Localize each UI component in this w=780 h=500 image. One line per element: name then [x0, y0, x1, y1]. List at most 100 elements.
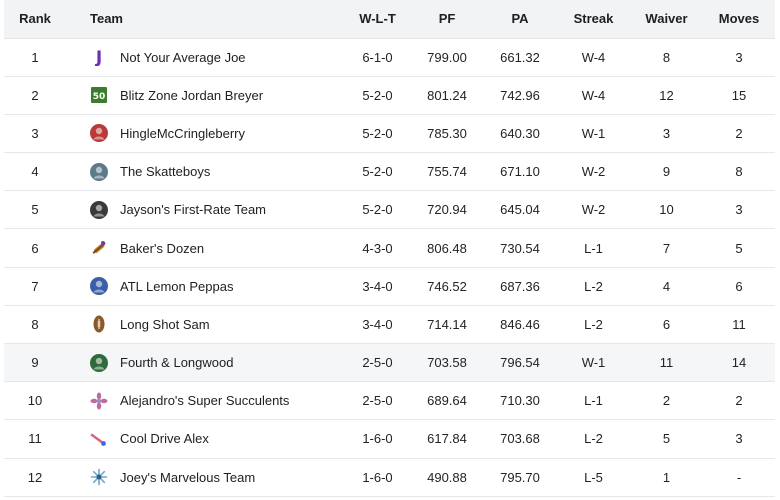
team-name-link[interactable]: The Skatteboys [120, 164, 211, 180]
streak-cell: W-1 [581, 125, 606, 141]
streak-cell: W-2 [581, 202, 606, 218]
avatar-photo-icon [90, 124, 108, 143]
team-name-link[interactable]: HingleMcCringleberry [120, 125, 245, 141]
rank-cell: 1 [31, 49, 39, 65]
team-entry[interactable]: HingleMcCringleberry [90, 124, 344, 143]
team-entry[interactable]: Fourth & Longwood [90, 353, 344, 372]
table-row[interactable]: 11 Cool Drive Alex 1-6-0 617.84 703.68 L-2 5 3 [4, 420, 775, 459]
wlt-cell: 3-4-0 [362, 316, 393, 332]
rank-cell: 9 [31, 355, 39, 371]
wlt-cell: 1-6-0 [362, 469, 393, 485]
pa-cell: 703.68 [500, 431, 540, 447]
pf-cell: 806.48 [427, 240, 467, 256]
streak-cell: L-2 [584, 278, 603, 294]
flower-icon [90, 392, 108, 410]
rank-cell: 2 [31, 87, 39, 103]
rank-cell: 4 [31, 164, 39, 180]
team-entry[interactable]: Long Shot Sam [90, 315, 344, 333]
team-entry[interactable]: 50 Blitz Zone Jordan Breyer [90, 86, 344, 104]
column-header-waiver[interactable]: Waiver [630, 0, 703, 39]
football-icon [90, 315, 108, 333]
star-burst-icon [90, 468, 108, 486]
pa-cell: 645.04 [500, 202, 540, 218]
rank-cell: 5 [31, 202, 39, 218]
team-entry[interactable]: Cool Drive Alex [90, 430, 344, 448]
team-name-link[interactable]: Blitz Zone Jordan Breyer [120, 87, 264, 103]
wlt-cell: 6-1-0 [362, 49, 393, 65]
team-name-link[interactable]: Jayson's First-Rate Team [120, 202, 267, 218]
team-cell: HingleMcCringleberry [66, 114, 344, 152]
table-row[interactable]: 3 HingleMcCringleberry 5-2-0 785.30 640.30 W-… [4, 114, 775, 153]
team-name-link[interactable]: ATL Lemon Peppas [120, 278, 234, 294]
moves-cell: 2 [735, 393, 743, 409]
team-name-link[interactable]: Alejandro's Super Succulents [120, 393, 290, 409]
team-entry[interactable]: J Not Your Average Joe [90, 48, 344, 66]
team-entry[interactable]: ATL Lemon Peppas [90, 277, 344, 296]
table-row[interactable]: 6 Baker's Dozen 4-3-0 806.48 730.54 L-1 7 5 [4, 229, 775, 268]
waiver-cell: 5 [662, 431, 671, 447]
team-entry[interactable]: Jayson's First-Rate Team [90, 200, 344, 219]
table-row[interactable]: 4 The Skatteboys 5-2-0 755.74 671.10 W-2 9 8 [4, 153, 775, 191]
avatar-photo-icon [90, 353, 108, 372]
team-entry[interactable]: Baker's Dozen [90, 239, 344, 257]
team-cell: Fourth & Longwood [66, 344, 344, 382]
team-entry[interactable]: Joey's Marvelous Team [90, 468, 344, 486]
column-header-pa[interactable]: PA [483, 0, 557, 39]
table-row[interactable]: 9 Fourth & Longwood 2-5-0 703.58 796.54 W-1 11… [4, 343, 775, 382]
column-header-wlt[interactable]: W-L-T [344, 0, 411, 39]
column-header-pf[interactable]: PF [411, 0, 483, 39]
streak-cell: W-4 [581, 87, 606, 103]
table-row[interactable]: 12 Joey's Marvelous Team 1-6-0 490.88 795.70… [4, 458, 775, 497]
pa-cell: 730.54 [500, 240, 540, 256]
wlt-cell: 2-5-0 [362, 393, 393, 409]
team-name-link[interactable]: Joey's Marvelous Team [120, 469, 256, 485]
standings-body: 1 J Not Your Average Joe 6-1-0 799.00 661.32 W… [4, 38, 775, 497]
rank-cell: 3 [31, 125, 39, 141]
team-cell: Cool Drive Alex [66, 420, 344, 458]
team-entry[interactable]: Alejandro's Super Succulents [90, 392, 344, 410]
pa-cell: 687.36 [500, 278, 540, 294]
column-header-rank[interactable]: Rank [4, 0, 66, 39]
team-cell: J Not Your Average Joe [66, 38, 344, 76]
team-cell: Alejandro's Super Succulents [66, 382, 344, 420]
rank-cell: 12 [27, 469, 43, 485]
table-row[interactable]: 5 Jayson's First-Rate Team 5-2-0 720.94 645.… [4, 191, 775, 229]
waiver-cell: 3 [662, 125, 671, 141]
team-name-link[interactable]: Cool Drive Alex [120, 431, 209, 447]
team-name-link[interactable]: Fourth & Longwood [120, 355, 234, 371]
waiver-cell: 2 [662, 393, 671, 409]
fifty-yard-icon: 50 [90, 86, 108, 104]
avatar-photo-icon [90, 277, 108, 296]
team-name-link[interactable]: Not Your Average Joe [120, 49, 246, 65]
waiver-cell: 1 [662, 469, 671, 485]
moves-cell: 5 [735, 240, 743, 256]
column-header-streak[interactable]: Streak [557, 0, 630, 39]
table-row[interactable]: 8 Long Shot Sam 3-4-0 714.14 846.46 L-2 6 11 [4, 305, 775, 344]
team-entry[interactable]: The Skatteboys [90, 162, 344, 181]
pa-cell: 640.30 [500, 125, 540, 141]
avatar-photo-icon [90, 162, 108, 181]
streak-cell: L-5 [584, 469, 603, 485]
column-header-moves[interactable]: Moves [703, 0, 775, 39]
table-row[interactable]: 1 J Not Your Average Joe 6-1-0 799.00 661.32 W… [4, 38, 775, 77]
team-name-link[interactable]: Long Shot Sam [120, 316, 210, 332]
table-row[interactable]: 10 Alejandro's Super Succulents 2-5-0 689.6… [4, 382, 775, 420]
waiver-cell: 10 [659, 202, 674, 218]
moves-cell: 3 [735, 431, 743, 447]
moves-cell: 3 [735, 202, 743, 218]
rank-cell: 7 [31, 278, 39, 294]
pf-cell: 799.00 [427, 49, 467, 65]
waiver-cell: 6 [662, 316, 671, 332]
pa-cell: 742.96 [500, 87, 540, 103]
team-name-link[interactable]: Baker's Dozen [120, 240, 205, 256]
wlt-cell: 5-2-0 [362, 125, 393, 141]
table-row[interactable]: 7 ATL Lemon Peppas 3-4-0 746.52 687.36 L-2 4 6 [4, 267, 775, 306]
waiver-cell: 9 [662, 164, 671, 180]
comet-icon [90, 430, 108, 448]
moves-cell: 6 [735, 278, 743, 294]
column-header-team[interactable]: Team [66, 0, 344, 39]
team-cell: 50 Blitz Zone Jordan Breyer [66, 76, 344, 114]
pf-cell: 755.74 [427, 164, 467, 180]
pf-cell: 801.24 [427, 87, 467, 103]
table-row[interactable]: 2 50 Blitz Zone Jordan Breyer 5-2-0 801.24 74… [4, 76, 775, 115]
